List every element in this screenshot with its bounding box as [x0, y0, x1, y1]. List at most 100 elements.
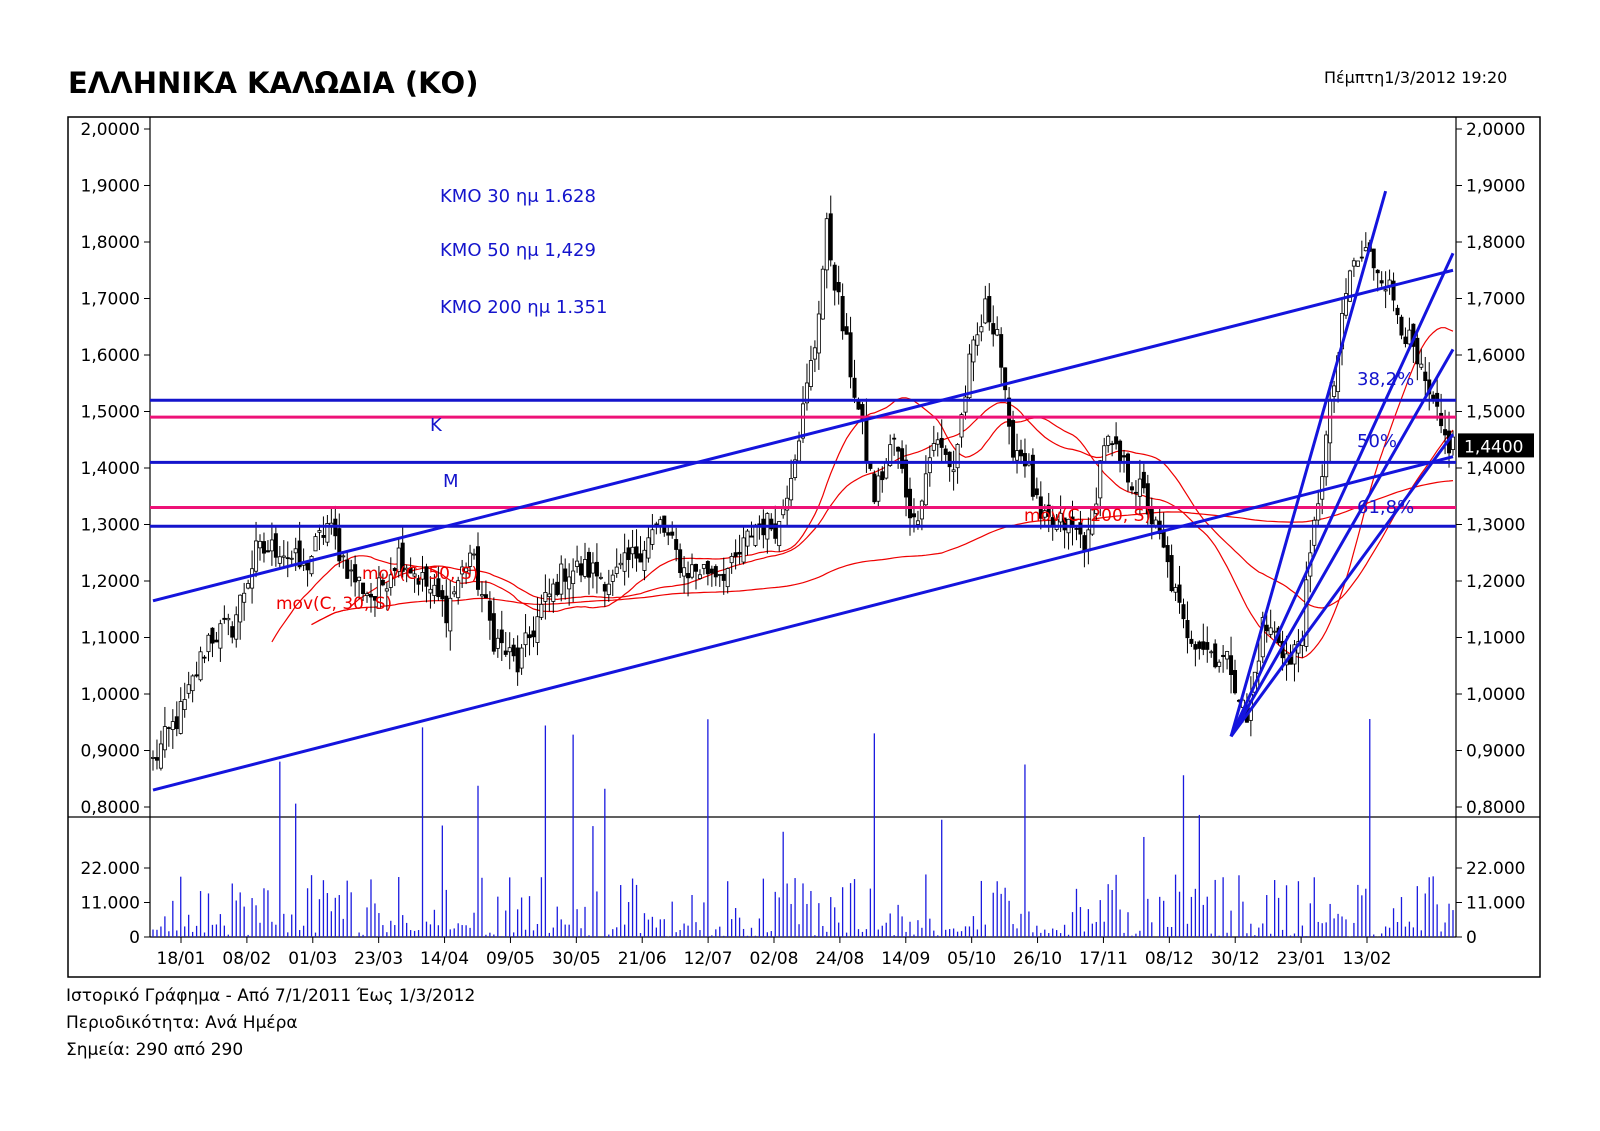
candle-body [226, 617, 231, 621]
candle-body [943, 448, 948, 455]
candle-body [995, 329, 1000, 336]
candle-body [1399, 316, 1404, 336]
candle-body [475, 546, 480, 590]
candle-body [396, 547, 401, 572]
candle-body [923, 473, 928, 506]
candle-body [1098, 460, 1103, 499]
candle-body [947, 451, 952, 468]
candle-body [987, 296, 992, 323]
chart-annotation: ΚΜΟ 50 ημ 1,429 [440, 240, 596, 261]
x-tick-label: 21/06 [618, 949, 667, 969]
candle-body [670, 531, 675, 536]
candle-body [289, 557, 294, 560]
candle-body [1371, 248, 1376, 269]
chart-annotation: K [430, 415, 443, 436]
chart-title: ΕΛΛΗΝΙΚΑ ΚΑΛΩΔΙΑ (ΚΟ) [68, 66, 479, 100]
candle-body [638, 553, 643, 563]
candle-body [1233, 670, 1238, 694]
candle-body [563, 568, 568, 582]
price-tick-label-left: 0,9000 [81, 742, 140, 762]
candle-body [325, 523, 330, 543]
candle-body [622, 552, 627, 572]
candle-body [1133, 491, 1138, 494]
candle-body [1034, 488, 1039, 496]
candle-body [610, 574, 615, 582]
candle-body [1332, 385, 1337, 397]
price-tick-label-left: 0,8000 [81, 798, 140, 818]
candle-body [214, 639, 219, 643]
candle-body [777, 521, 782, 547]
candle-body [773, 523, 778, 539]
candle-body [828, 213, 833, 261]
x-tick-label: 30/12 [1211, 949, 1260, 969]
candle-body [531, 630, 536, 638]
candle-body [1343, 293, 1348, 316]
candle-body [927, 457, 932, 474]
candle-body [428, 588, 433, 594]
candle-body [1395, 307, 1400, 316]
price-tick-label-right: 1,5000 [1466, 403, 1525, 423]
candle-body [150, 757, 155, 759]
candle-body [852, 377, 857, 398]
footer-range: Ιστορικό Γράφημα - Από 7/1/2011 Έως 1/3/… [66, 986, 476, 1006]
x-tick-label: 14/04 [420, 949, 469, 969]
candle-body [630, 546, 635, 555]
candle-body [1347, 270, 1352, 302]
candle-body [979, 326, 984, 333]
candle-body [769, 518, 774, 530]
candle-body [1439, 412, 1444, 427]
footer-points: Σημεία: 290 από 290 [66, 1040, 244, 1060]
candle-body [238, 594, 243, 623]
candle-body [523, 632, 528, 646]
candle-body [884, 461, 889, 479]
candle-body [1403, 336, 1408, 345]
candle-body [781, 508, 786, 516]
candle-body [436, 578, 441, 598]
last-price-box [1458, 433, 1534, 458]
x-tick-label: 30/05 [552, 949, 601, 969]
candle-body [1225, 651, 1230, 660]
candle-body [1320, 476, 1325, 500]
candle-body [594, 561, 599, 577]
candle-body [682, 567, 687, 577]
candle-body [1177, 584, 1182, 603]
trend-line [1229, 190, 1388, 737]
candle-body [317, 530, 322, 533]
candle-body [579, 563, 584, 576]
candle-body [634, 546, 639, 559]
candle-body [234, 614, 239, 640]
candle-body [1086, 529, 1091, 552]
candle-body [166, 727, 171, 729]
price-tick-label-right: 1,6000 [1466, 346, 1525, 366]
candle-body [808, 360, 813, 387]
candle-body [337, 528, 342, 562]
candle-body [598, 576, 603, 579]
candle-body [468, 552, 473, 567]
candle-body [380, 579, 385, 586]
candle-body [618, 562, 623, 566]
candle-body [372, 596, 377, 601]
x-tick-label: 13/02 [1343, 949, 1392, 969]
candle-body [170, 721, 175, 730]
volume-tick-label-left: 22.000 [81, 859, 140, 879]
candle-body [1062, 517, 1067, 531]
candle-body [686, 572, 691, 579]
candle-body [392, 568, 397, 572]
candle-body [273, 533, 278, 558]
candle-body [400, 542, 405, 572]
candle-body [246, 583, 251, 589]
candle-body [642, 549, 647, 571]
candle-body [1046, 504, 1051, 517]
candle-body [519, 647, 524, 669]
candle-body [812, 347, 817, 360]
candle-body [559, 563, 564, 595]
candle-body [543, 592, 548, 602]
candle-body [983, 298, 988, 324]
candle-body [1145, 483, 1150, 515]
candle-body [281, 555, 286, 558]
candle-body [242, 592, 247, 603]
candle-body [154, 757, 159, 761]
candle-body [975, 334, 980, 346]
candle-body [412, 573, 417, 577]
candle-body [816, 313, 821, 354]
